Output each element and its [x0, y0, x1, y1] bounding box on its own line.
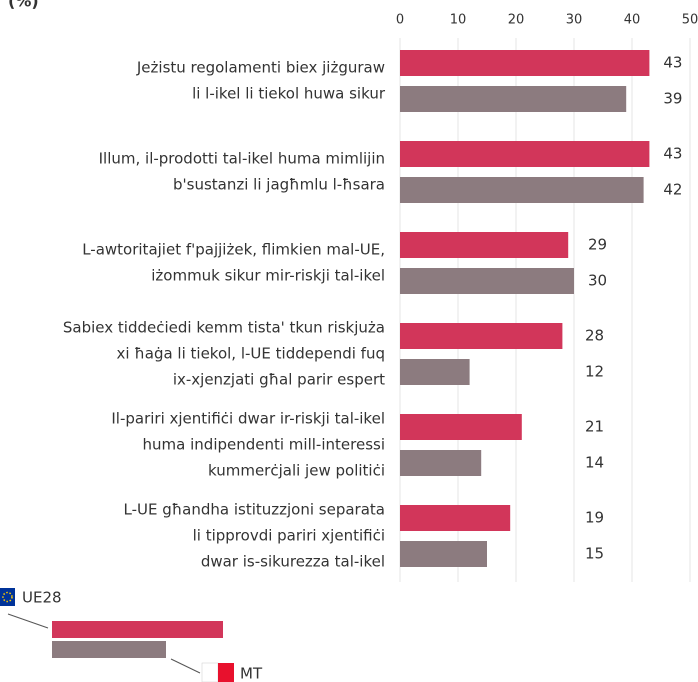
category-label: ix-xjenzjati għal parir espert	[173, 371, 385, 389]
category-label: dwar is-sikurezza tal-ikel	[201, 553, 385, 571]
category-label: li l-ikel li tiekol huwa sikur	[192, 85, 386, 103]
x-tick-label: 20	[508, 13, 525, 28]
mt-flag	[201, 662, 219, 682]
x-tick-label: 40	[624, 13, 641, 28]
category-label: Jeżistu regolamenti biex jiżguraw	[136, 59, 385, 77]
bar	[400, 50, 650, 76]
legend-label: MT	[240, 665, 263, 682]
value-label: 14	[585, 454, 604, 472]
legend-leader	[7, 613, 49, 629]
category-label: xi ħaġa li tiekol, l-UE tiddependi fuq	[117, 345, 385, 363]
bar	[400, 232, 569, 258]
category-label: Sabiex tiddeċiedi kemm tista' tkun riskj…	[63, 319, 385, 337]
value-label: 15	[585, 545, 604, 563]
value-label: 43	[663, 54, 682, 72]
eu-flag	[0, 588, 15, 606]
bar	[400, 541, 487, 567]
legend-swatch	[52, 641, 166, 658]
bar	[400, 86, 627, 112]
bar	[400, 141, 650, 167]
value-label: 29	[588, 236, 607, 254]
value-label: 28	[585, 327, 604, 345]
x-tick-label: 10	[450, 13, 467, 28]
bar	[400, 450, 482, 476]
category-label: huma indipendenti mill-interessi	[143, 436, 385, 454]
category-label: Illum, il-prodotti tal-ikel huma mimliji…	[99, 150, 385, 168]
legend-swatch	[52, 621, 223, 638]
value-label: 12	[585, 363, 604, 381]
x-tick-label: 0	[396, 13, 404, 28]
x-tick-label: 50	[682, 13, 698, 28]
bar	[400, 359, 470, 385]
bar	[400, 505, 511, 531]
mt-flag	[218, 663, 234, 682]
value-label: 21	[585, 418, 604, 436]
category-label: b'sustanzi li jagħmlu l-ħsara	[173, 176, 385, 194]
category-label: L-awtoritajiet f'pajjiżek, flimkien mal-…	[82, 241, 385, 259]
legend: UE28 MT	[0, 588, 263, 682]
value-label: 39	[663, 90, 682, 108]
bar	[400, 177, 644, 203]
bar	[400, 268, 574, 294]
category-label: kummerċjali jew politiċi	[208, 462, 385, 480]
x-tick-label: 30	[566, 13, 583, 28]
category-label: li tipprovdi pariri xjentifiċi	[193, 527, 385, 545]
eu-stars	[2, 591, 13, 603]
legend-label: UE28	[22, 589, 62, 607]
value-label: 42	[663, 181, 682, 199]
chart-title: (%)	[8, 0, 39, 11]
value-label: 30	[588, 272, 607, 290]
bar	[400, 323, 563, 349]
category-label: Il-pariri xjentifiċi dwar ir-riskji tal-…	[111, 410, 385, 428]
category-label: iżommuk sikur mir-riskji tal-ikel	[151, 267, 385, 285]
category-label: L-UE għandha istituzzjoni separata	[123, 501, 385, 519]
value-label: 43	[663, 145, 682, 163]
value-label: 19	[585, 509, 604, 527]
legend-leader	[170, 658, 201, 674]
bar	[400, 414, 522, 440]
